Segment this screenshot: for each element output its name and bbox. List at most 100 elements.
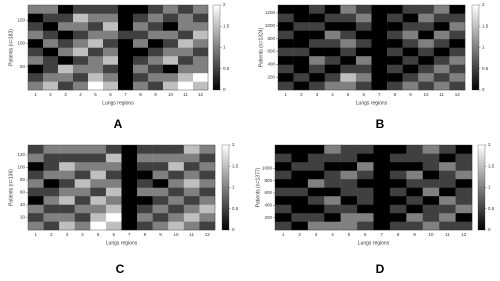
heatmap-cell <box>137 170 153 180</box>
heatmap-cell <box>148 81 164 91</box>
heatmap-cell <box>433 47 450 57</box>
heatmap-cell <box>373 162 391 171</box>
heatmap-cell <box>373 213 391 222</box>
heatmap-cell <box>88 13 104 23</box>
x-axis-label: Lungs regions <box>356 100 388 106</box>
heatmap-cell <box>163 5 179 14</box>
heatmap-cell <box>278 13 294 23</box>
heatmap-cell <box>121 187 138 197</box>
y-tick-label: 50 <box>20 64 26 69</box>
heatmap-cell <box>148 39 164 48</box>
heatmap-cell <box>168 196 185 205</box>
x-tick-label: 10 <box>174 232 180 237</box>
colorbar-tick-label: 0 <box>488 227 491 232</box>
heatmap-cell <box>433 64 450 74</box>
heatmap-cell <box>357 213 374 222</box>
heatmap-cell <box>90 221 107 231</box>
y-tick-label: 600 <box>267 49 275 54</box>
heatmap-cell <box>74 187 91 197</box>
heatmap-cell <box>371 47 388 57</box>
heatmap-cell <box>152 204 169 214</box>
heatmap-cell <box>178 30 194 40</box>
heatmap-cell <box>449 5 466 14</box>
colorbar-tick-label: 0 <box>232 227 235 232</box>
heatmap-cell <box>387 64 403 74</box>
heatmap-cell <box>168 213 185 222</box>
heatmap-cell <box>340 204 358 214</box>
heatmap-cell <box>309 47 325 57</box>
heatmap-cell <box>275 196 292 205</box>
heatmap-cell <box>43 187 60 197</box>
y-tick-label: 100 <box>17 165 25 170</box>
heatmap-cell <box>118 64 134 74</box>
x-tick-label: 2 <box>300 92 303 97</box>
x-axis-label: Lungs regions <box>102 100 134 106</box>
heatmap-cell <box>324 47 341 57</box>
heatmap-cell <box>193 5 209 14</box>
heatmap-cell <box>307 204 325 214</box>
heatmap-cell <box>309 73 325 82</box>
heatmap-cell <box>418 73 435 82</box>
heatmap-cell <box>324 170 341 180</box>
panel-letter: C <box>116 262 125 276</box>
heatmap-cell <box>28 179 44 188</box>
heatmap-cell <box>118 22 134 31</box>
heatmap-cell <box>373 153 391 163</box>
colorbar-tick-label: 0 <box>482 87 485 92</box>
heatmap-cell <box>58 39 74 48</box>
heatmap-cell <box>371 56 388 65</box>
heatmap-cell <box>340 56 357 65</box>
heatmap-cell <box>357 204 374 214</box>
heatmap-cell <box>439 153 456 163</box>
heatmap-cell <box>324 179 341 188</box>
heatmap-cell <box>275 162 292 171</box>
heatmap-cell <box>293 39 310 48</box>
x-tick-label: 9 <box>413 232 416 237</box>
heatmap-cell <box>90 153 107 163</box>
heatmap-cell <box>324 187 341 197</box>
heatmap-cell <box>103 47 119 57</box>
heatmap-cell <box>152 153 169 163</box>
plot-frame <box>274 144 473 231</box>
heatmap-cell <box>355 39 372 48</box>
y-tick-label: 60 <box>20 190 26 195</box>
heatmap-cell <box>103 30 119 40</box>
heatmap-cell <box>340 187 358 197</box>
heatmap-cell <box>193 73 209 82</box>
heatmap-cell <box>355 22 372 31</box>
x-tick-label: 8 <box>144 232 147 237</box>
heatmap-cell <box>152 213 169 222</box>
heatmap-cell <box>148 5 164 14</box>
heatmap-cell <box>439 213 456 222</box>
heatmap-cell <box>199 162 216 171</box>
heatmap-cell <box>402 73 419 82</box>
heatmap-cell <box>387 73 403 82</box>
heatmap-cell <box>28 221 44 231</box>
heatmap-cell <box>402 47 419 57</box>
heatmap-cell <box>275 221 292 231</box>
heatmap-cell <box>357 179 374 188</box>
heatmap-cell <box>43 47 59 57</box>
x-tick-label: 12 <box>461 232 467 237</box>
heatmap-cell <box>389 187 407 197</box>
heatmap-cell <box>43 56 59 65</box>
heatmap-cell <box>340 47 357 57</box>
heatmap-cell <box>28 204 44 214</box>
heatmap-cell <box>148 47 164 57</box>
heatmap-cell <box>58 73 74 82</box>
heatmap-cell <box>275 145 292 154</box>
heatmap-cell <box>178 47 194 57</box>
heatmap-cell <box>324 39 341 48</box>
heatmap-cell <box>402 13 419 23</box>
heatmap-cell <box>422 179 440 188</box>
x-tick-label: 7 <box>124 92 127 97</box>
heatmap-cell <box>121 179 138 188</box>
x-tick-label: 1 <box>282 232 285 237</box>
heatmap-cell <box>105 213 122 222</box>
heatmap-cell <box>168 153 185 163</box>
heatmap-cell <box>373 204 391 214</box>
heatmap-cell <box>105 153 122 163</box>
y-tick-label: 100 <box>17 41 25 46</box>
panel-letter: B <box>376 117 385 131</box>
heatmap-cell <box>340 170 358 180</box>
